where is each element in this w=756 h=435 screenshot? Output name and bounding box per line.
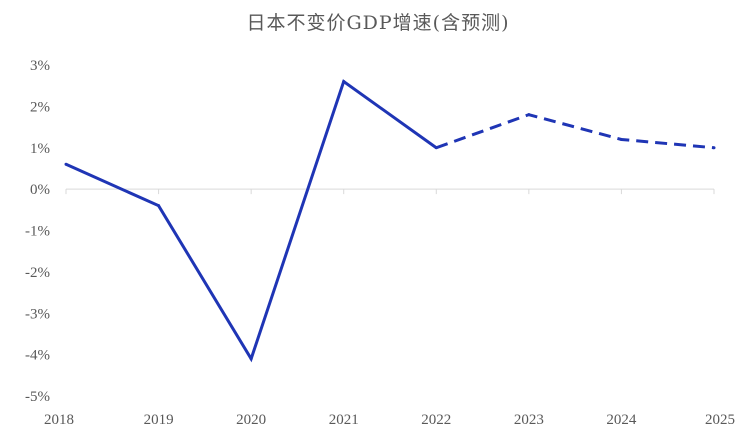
data-point xyxy=(434,146,438,150)
data-point xyxy=(712,146,716,150)
series-line-forecast xyxy=(435,113,715,150)
x-tick-label: 2020 xyxy=(236,412,266,428)
y-tick-label: 3% xyxy=(30,58,50,74)
x-tick-label: 2025 xyxy=(705,412,735,428)
x-tick-label: 2022 xyxy=(421,412,451,428)
data-point xyxy=(619,137,623,141)
data-point xyxy=(157,204,161,208)
y-tick-label: -2% xyxy=(25,265,50,281)
x-axis-ticks: 2018 2019 2020 2021 2022 2023 2024 2025 xyxy=(44,189,735,428)
y-tick-label: -3% xyxy=(25,306,50,322)
series-lines xyxy=(64,79,716,363)
y-tick-label: 2% xyxy=(30,99,50,115)
x-tick-label: 2019 xyxy=(144,412,174,428)
series-line-actual xyxy=(65,79,438,363)
data-point xyxy=(527,113,531,117)
y-tick-label: 1% xyxy=(30,141,50,157)
y-tick-label: -5% xyxy=(25,389,50,405)
chart-title: 日本不变价GDP增速(含预测) xyxy=(246,12,510,34)
x-tick-label: 2018 xyxy=(44,412,74,428)
y-tick-label: -4% xyxy=(25,348,50,364)
y-tick-label: 0% xyxy=(30,182,50,198)
data-point xyxy=(64,162,68,166)
y-axis-ticks: 3% 2% 1% 0% -1% -2% -3% -4% -5% xyxy=(25,58,50,405)
x-tick-label: 2024 xyxy=(606,412,637,428)
x-tick-label: 2021 xyxy=(329,412,359,428)
data-point xyxy=(249,357,253,361)
x-tick-label: 2023 xyxy=(514,412,544,428)
data-point xyxy=(342,80,346,84)
y-tick-label: -1% xyxy=(25,224,50,240)
